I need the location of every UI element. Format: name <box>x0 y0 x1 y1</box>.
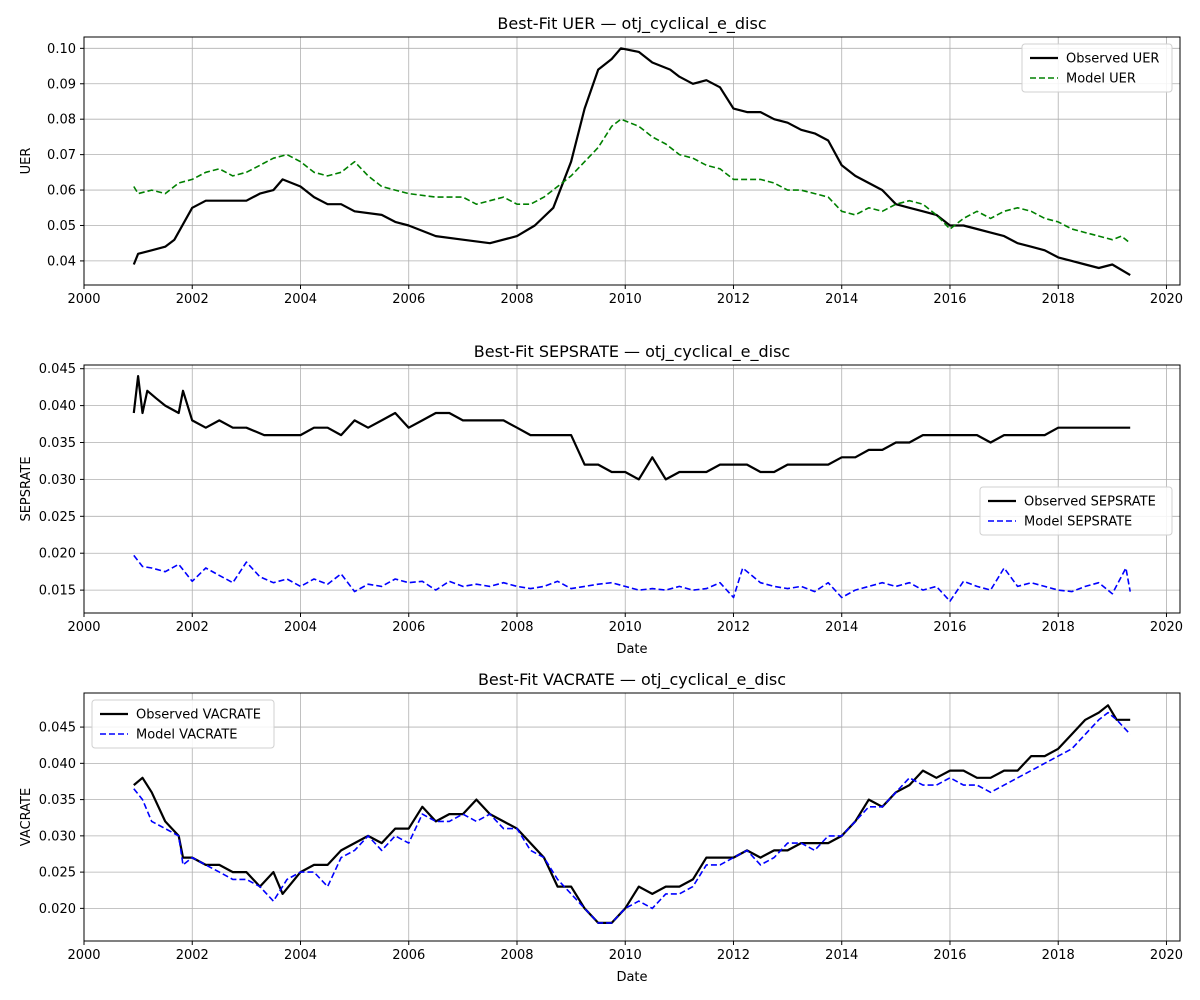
x-tick-label: 2014 <box>825 620 858 635</box>
y-tick-label: 0.030 <box>39 473 76 488</box>
legend-label: Observed SEPSRATE <box>1024 495 1156 510</box>
legend-label: Model SEPSRATE <box>1024 515 1132 530</box>
legend-label: Model VACRATE <box>136 728 238 743</box>
axes-frame <box>83 36 1181 286</box>
y-tick-label: 0.030 <box>39 829 76 844</box>
y-tick-label: 0.045 <box>39 721 76 736</box>
legend: Observed UER Model UER <box>1021 43 1173 93</box>
chart-title: Best-Fit SEPSRATE — otj_cyclical_e_disc <box>474 342 790 362</box>
y-tick-label: 0.045 <box>39 362 76 377</box>
x-tick-label: 2012 <box>717 948 750 963</box>
x-tick-label: 2000 <box>67 292 100 307</box>
x-tick-label: 2006 <box>392 620 425 635</box>
y-axis-label: UER <box>19 148 34 175</box>
y-tick-label: 0.040 <box>39 757 76 772</box>
series-line-observed-vacrate <box>133 704 1131 924</box>
y-tick-label: 0.020 <box>39 902 76 917</box>
x-tick-label: 2014 <box>825 292 858 307</box>
x-tick-label: 2012 <box>717 620 750 635</box>
series-line-model-vacrate <box>133 711 1131 924</box>
y-tick-label: 0.020 <box>39 547 76 562</box>
x-tick-label: 2002 <box>176 620 209 635</box>
legend-box <box>1021 43 1173 93</box>
x-tick-label: 2000 <box>67 948 100 963</box>
series-line-model-sepsrate <box>133 554 1131 602</box>
x-tick-label: 2002 <box>176 292 209 307</box>
x-tick-label: 2016 <box>933 620 966 635</box>
x-axis-label: Date <box>616 642 647 657</box>
chart-panel-1: 2000 2002 2004 2006 2008 2010 2012 2014 2016 2018… <box>19 14 1183 307</box>
x-tick-label: 2006 <box>392 948 425 963</box>
y-axis-label: VACRATE <box>19 788 34 846</box>
y-tick-label: 0.015 <box>39 584 76 599</box>
chart-title: Best-Fit VACRATE — otj_cyclical_e_disc <box>478 670 786 690</box>
x-tick-label: 2002 <box>176 948 209 963</box>
x-tick-label: 2004 <box>284 948 317 963</box>
x-tick-label: 2004 <box>284 292 317 307</box>
chart-panel-2: 2000 2002 2004 2006 2008 2010 2012 2014 2016 2018… <box>19 342 1183 657</box>
series-line-observed-sepsrate <box>132 375 1131 481</box>
legend-box <box>979 486 1173 536</box>
legend: Observed SEPSRATE Model SEPSRATE <box>979 486 1173 536</box>
x-tick-label: 2006 <box>392 292 425 307</box>
x-tick-label: 2004 <box>284 620 317 635</box>
x-tick-label: 2016 <box>933 292 966 307</box>
legend-box <box>91 699 275 749</box>
x-tick-label: 2008 <box>500 620 533 635</box>
x-tick-label: 2000 <box>67 620 100 635</box>
y-tick-label: 0.025 <box>39 866 76 881</box>
x-tick-label: 2018 <box>1042 948 1075 963</box>
y-tick-label: 0.04 <box>47 254 76 269</box>
y-axis-label: SEPSRATE <box>19 456 34 521</box>
x-tick-label: 2018 <box>1042 292 1075 307</box>
series-line-observed-uer <box>132 47 1131 277</box>
chart-title: Best-Fit UER — otj_cyclical_e_disc <box>497 14 766 34</box>
legend-label: Model UER <box>1066 72 1136 87</box>
x-tick-label: 2008 <box>500 948 533 963</box>
y-tick-label: 0.035 <box>39 436 76 451</box>
series-line-model-uer <box>133 118 1131 244</box>
y-tick-label: 0.035 <box>39 793 76 808</box>
y-tick-label: 0.025 <box>39 510 76 525</box>
x-tick-label: 2018 <box>1042 620 1075 635</box>
x-tick-label: 2010 <box>609 620 642 635</box>
x-tick-label: 2020 <box>1150 292 1183 307</box>
legend-label: Observed UER <box>1066 52 1159 67</box>
x-tick-label: 2020 <box>1150 620 1183 635</box>
y-tick-label: 0.09 <box>47 77 76 92</box>
x-tick-label: 2020 <box>1150 948 1183 963</box>
x-tick-label: 2012 <box>717 292 750 307</box>
legend: Observed VACRATE Model VACRATE <box>91 699 275 749</box>
x-tick-label: 2010 <box>609 292 642 307</box>
y-tick-label: 0.07 <box>47 148 76 163</box>
axes-frame <box>83 692 1181 942</box>
y-tick-label: 0.040 <box>39 399 76 414</box>
y-tick-label: 0.05 <box>47 219 76 234</box>
x-tick-label: 2008 <box>500 292 533 307</box>
y-tick-label: 0.06 <box>47 184 76 199</box>
x-tick-label: 2014 <box>825 948 858 963</box>
x-axis-label: Date <box>616 970 647 985</box>
x-tick-label: 2010 <box>609 948 642 963</box>
x-tick-label: 2016 <box>933 948 966 963</box>
chart-panel-3: 2000 2002 2004 2006 2008 2010 2012 2014 2016 2018… <box>19 670 1183 985</box>
y-tick-label: 0.10 <box>47 42 76 57</box>
axes-frame <box>83 364 1181 614</box>
y-tick-label: 0.08 <box>47 113 76 128</box>
legend-label: Observed VACRATE <box>136 708 261 723</box>
